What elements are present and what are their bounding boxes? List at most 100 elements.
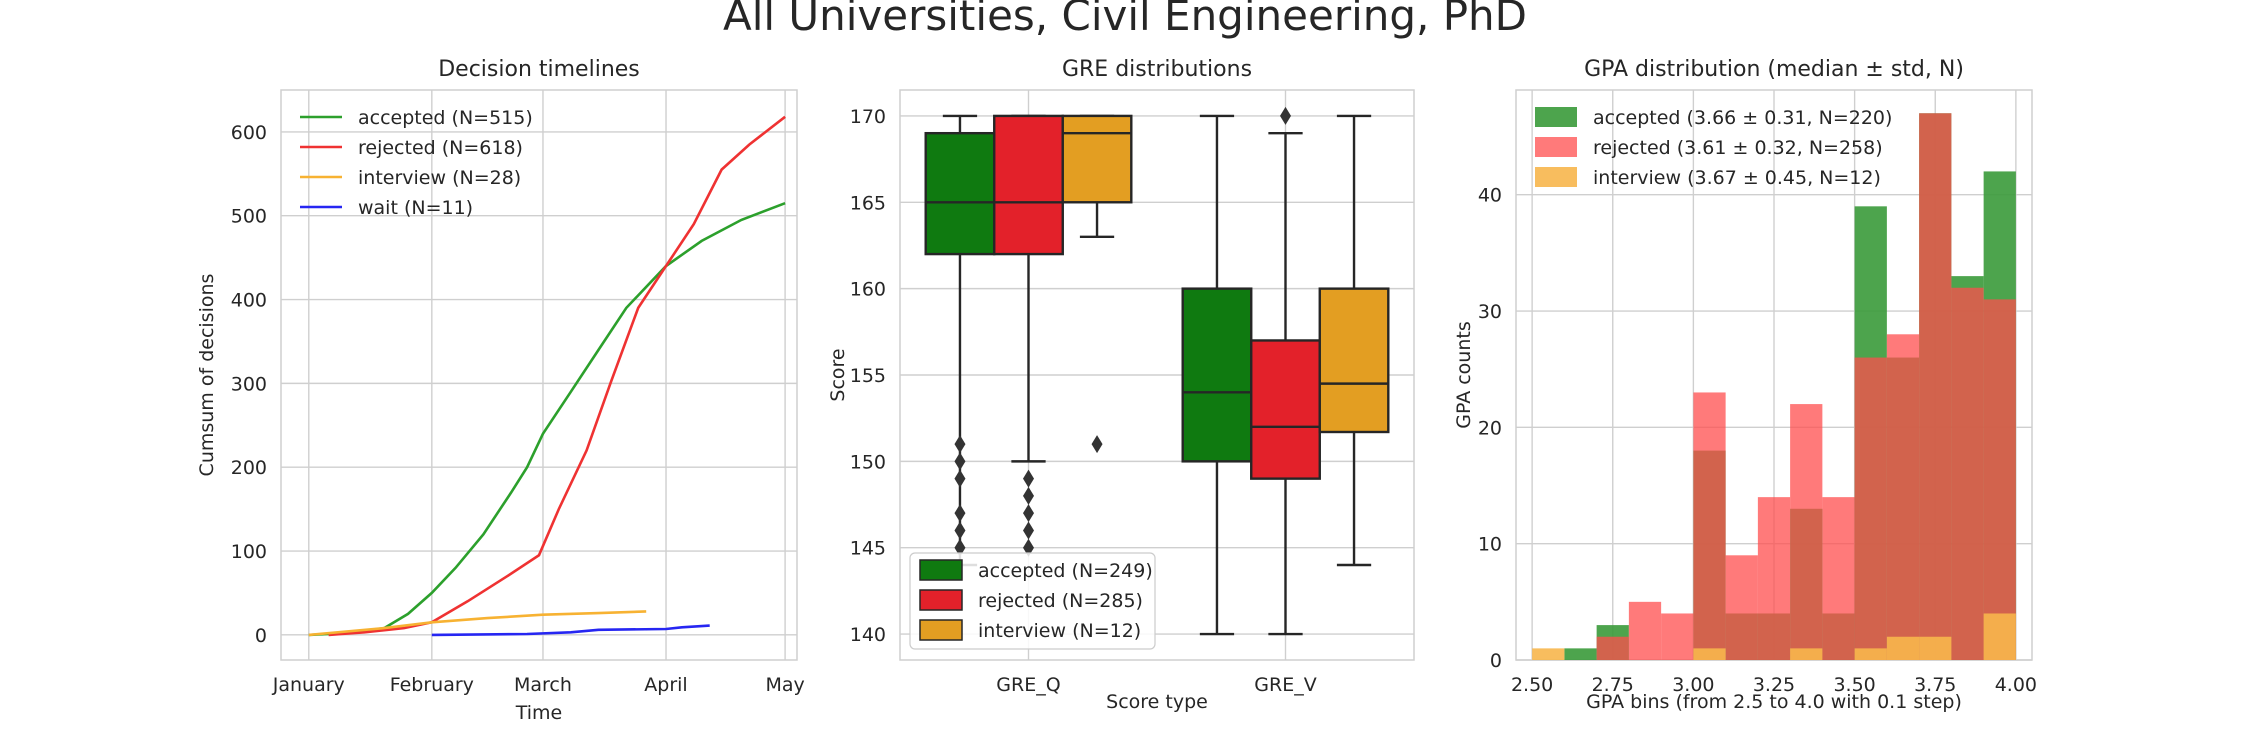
y-tick-label: 200 (231, 457, 267, 479)
box-box_accepted (1181, 287, 1253, 463)
chart-title: GPA distribution (median ± std, N) (1584, 57, 1964, 82)
x-tick-label: 4.00 (1995, 674, 2037, 696)
hist-bar-hist_interview (1532, 648, 1565, 660)
y-axis-label: GPA counts (1453, 321, 1475, 429)
hist-bar-hist_rejected (1790, 404, 1823, 660)
box-outlier (1091, 435, 1103, 454)
y-tick-label: 30 (1478, 301, 1502, 323)
gre-distributions-chart: GRE_Q GRE_V 140 145 150 155 160 165 170 GRE distr… (827, 57, 1415, 713)
hist-bar-hist_rejected (1693, 392, 1726, 660)
y-tick-label: 160 (850, 279, 886, 301)
legend-swatch-box_interview (919, 619, 963, 641)
box-outlier (954, 538, 966, 557)
y-tick-label: 100 (231, 541, 267, 563)
box-outlier (1023, 538, 1034, 557)
y-axis-label: Cumsum of decisions (196, 274, 218, 477)
legend-label: interview (N=28) (358, 167, 521, 189)
series-line-wait (431, 624, 710, 637)
box-box_accepted (924, 131, 996, 256)
box-box_rejected (1250, 339, 1321, 480)
x-tick-label: 3.75 (1914, 674, 1956, 696)
box-outlier (1023, 469, 1034, 488)
y-axis-label: Score (827, 348, 849, 401)
chart-title: GRE distributions (1062, 57, 1252, 82)
figure-suptitle: All Universities, Civil Engineering, PhD (723, 0, 1527, 40)
y-tick-label: 500 (231, 206, 267, 228)
hist-bar-hist_rejected (1951, 287, 1984, 660)
x-tick-label: GRE_V (1254, 674, 1316, 696)
legend-label: rejected (3.61 ± 0.32, N=258) (1593, 137, 1883, 159)
hist-bar-hist_interview (1790, 648, 1823, 660)
legend-label: rejected (N=618) (358, 137, 523, 159)
hist-bar-hist_interview (1886, 636, 1920, 660)
y-tick-label: 600 (231, 122, 267, 144)
y-tick-label: 300 (231, 373, 267, 395)
legend-label: accepted (N=515) (358, 107, 533, 129)
box-outlier (1023, 504, 1034, 523)
x-tick-label: 3.00 (1672, 674, 1714, 696)
legend-swatch-hist_accepted (1535, 107, 1577, 127)
x-axis-label: Time (515, 702, 563, 724)
box-box_rejected (993, 114, 1064, 256)
legend-frame (909, 552, 1156, 650)
y-tick-label: 165 (850, 192, 886, 214)
legend-label: accepted (N=249) (978, 560, 1153, 582)
box-outlier (1280, 106, 1291, 125)
x-tick-label: February (390, 674, 474, 696)
y-tick-label: 400 (231, 290, 267, 312)
hist-bar-hist_interview (1983, 613, 2016, 660)
legend-label: accepted (3.66 ± 0.31, N=220) (1593, 107, 1892, 129)
legend-label: rejected (N=285) (978, 590, 1143, 612)
x-tick-label: May (765, 674, 804, 696)
hist-bar-hist_rejected (1886, 334, 1920, 660)
box-outlier (954, 435, 966, 454)
y-tick-label: 140 (850, 624, 886, 646)
y-tick-label: 145 (850, 538, 886, 560)
y-tick-label: 170 (850, 106, 886, 128)
hist-bar-hist_rejected (1983, 299, 2016, 660)
box-outlier (1023, 486, 1034, 505)
hist-bar-hist_interview (1693, 648, 1726, 660)
y-tick-label: 0 (255, 625, 267, 647)
gpa-distribution-chart: 2.50 2.75 3.00 3.25 3.50 3.75 4.00 0 10 20 30 40 GPA… (1453, 57, 2037, 713)
hist-bar-hist_interview (1919, 636, 1952, 660)
x-tick-label: 3.25 (1753, 674, 1795, 696)
legend-swatch-hist_rejected (1535, 137, 1577, 157)
hist-bar-hist_rejected (1596, 636, 1629, 660)
x-tick-label: January (272, 674, 345, 696)
y-tick-label: 10 (1478, 534, 1502, 556)
legend-label: interview (N=12) (978, 620, 1141, 642)
x-tick-label: 2.75 (1592, 674, 1634, 696)
x-tick-label: April (644, 674, 687, 696)
hist-bar-hist_rejected (1661, 613, 1694, 660)
series-line-accepted (308, 201, 786, 637)
x-tick-label: 2.50 (1511, 674, 1553, 696)
chart-title: Decision timelines (438, 57, 640, 82)
box-outlier (954, 504, 966, 523)
y-tick-label: 0 (1490, 650, 1502, 672)
legend-swatch-hist_interview (1535, 167, 1577, 187)
box-outlier (954, 469, 966, 488)
legend-label: wait (N=11) (358, 197, 473, 219)
x-axis-label: GPA bins (from 2.5 to 4.0 with 0.1 step) (1586, 691, 1962, 713)
y-tick-label: 155 (850, 365, 886, 387)
x-tick-label: GRE_Q (996, 674, 1060, 696)
legend-swatch-box_accepted (919, 559, 963, 581)
box-box_interview (1061, 114, 1133, 204)
box-box_interview (1318, 287, 1390, 434)
x-tick-label: 3.50 (1833, 674, 1875, 696)
axes-frame (280, 89, 798, 661)
box-outlier (954, 521, 966, 540)
box-outlier (954, 452, 966, 471)
axes-frame (899, 89, 1415, 661)
y-tick-label: 20 (1478, 417, 1502, 439)
hist-bar-hist_accepted (1564, 648, 1597, 660)
y-tick-label: 150 (850, 451, 886, 473)
decision-timelines-chart: January February March April May 0 100 200 300 40… (196, 57, 805, 724)
hist-bar-hist_rejected (1725, 555, 1758, 660)
x-axis-label: Score type (1106, 691, 1208, 713)
hist-bar-hist_interview (1854, 648, 1887, 660)
box-outlier (1023, 521, 1034, 540)
series-line-interview (308, 610, 647, 637)
